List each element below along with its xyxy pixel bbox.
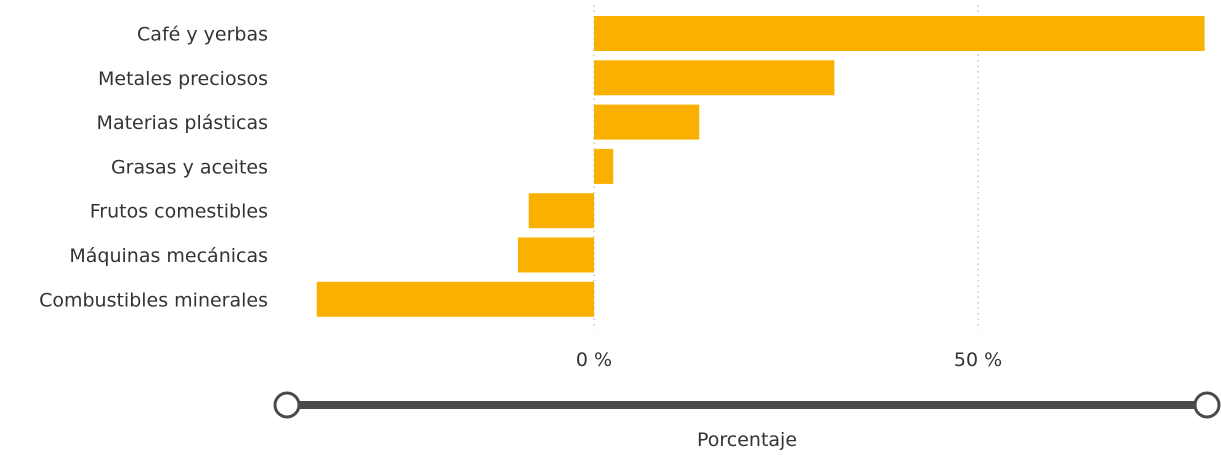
category-label-0: Café y yerbas bbox=[137, 24, 268, 46]
range-slider-max-handle[interactable] bbox=[1193, 391, 1221, 419]
category-labels: Café y yerbas Metales preciosos Materias p… bbox=[39, 24, 268, 312]
range-slider-min-handle[interactable] bbox=[273, 391, 301, 419]
bar-4 bbox=[528, 193, 594, 229]
x-tick-labels: 0 % 50 % bbox=[576, 349, 1002, 371]
x-tick-label-1: 50 % bbox=[954, 349, 1002, 371]
category-label-4: Frutos comestibles bbox=[90, 201, 268, 223]
bar-2 bbox=[594, 104, 700, 140]
category-label-6: Combustibles minerales bbox=[39, 289, 268, 311]
category-label-3: Grasas y aceites bbox=[111, 156, 268, 178]
bar-5 bbox=[517, 237, 594, 273]
range-slider[interactable] bbox=[273, 391, 1221, 419]
bar-3 bbox=[594, 148, 614, 184]
bars bbox=[316, 16, 1205, 317]
x-tick-label-0: 0 % bbox=[576, 349, 612, 371]
x-axis-title: Porcentaje bbox=[697, 429, 797, 451]
bar-1 bbox=[594, 60, 835, 96]
category-label-1: Metales preciosos bbox=[98, 68, 268, 90]
gridlines bbox=[593, 5, 979, 330]
category-label-2: Materias plásticas bbox=[97, 112, 268, 134]
category-label-5: Máquinas mecánicas bbox=[69, 245, 268, 267]
bar-6 bbox=[316, 281, 594, 317]
bar-0 bbox=[594, 16, 1205, 51]
